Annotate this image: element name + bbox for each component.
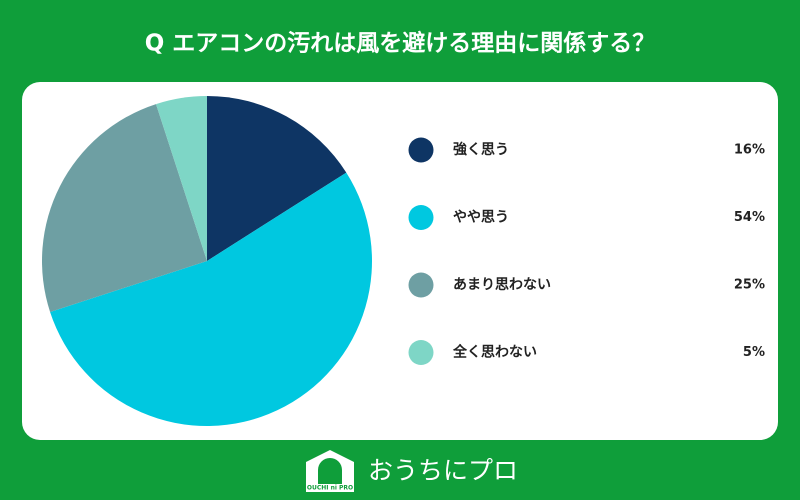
logo: OUCHI ni PRO おうちにプロ	[306, 450, 518, 492]
legend-swatch	[408, 205, 434, 230]
value-label: 25%	[734, 278, 765, 293]
legend-swatch	[408, 272, 434, 298]
value-label: 16%	[734, 143, 765, 158]
pie-slice	[156, 96, 207, 261]
chart-title: Q エアコンの汚れは風を避ける理由に関係する？	[145, 30, 656, 57]
legend-swatch	[408, 137, 434, 163]
logo-icon-text: OUCHI ni PRO	[307, 485, 353, 492]
value-label: 54%	[734, 210, 765, 225]
legend-swatch	[408, 340, 434, 365]
value-label: 5%	[743, 345, 765, 360]
legend-label: やや思う	[453, 210, 509, 226]
pie-slice	[207, 96, 347, 261]
logo-door	[318, 458, 342, 484]
pie-slice	[50, 172, 372, 426]
legend-label: あまり思わない	[453, 277, 551, 293]
pie-slice	[42, 104, 207, 312]
logo-text: おうちにプロ	[368, 456, 518, 485]
legend-label: 全く思わない	[452, 344, 537, 361]
legend-label: 強く思う	[453, 141, 509, 158]
